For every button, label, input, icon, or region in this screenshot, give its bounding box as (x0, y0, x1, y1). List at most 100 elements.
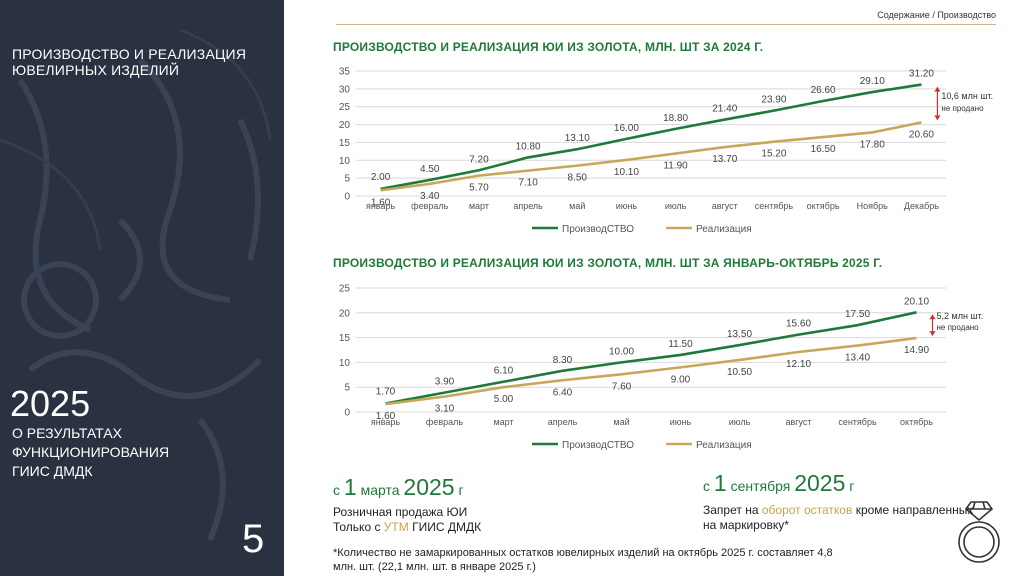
chart2-data-label: 6.10 (494, 366, 514, 377)
chart2-x-tick: июнь (670, 417, 692, 427)
chart1-x-tick: январь (366, 201, 396, 211)
chart1-y-tick: 10 (339, 156, 351, 167)
chart1-data-label: 7.10 (518, 178, 538, 189)
chart2-data-label: 13.40 (845, 353, 870, 364)
right-info-text: Запрет на оборот остатков кроме направле… (703, 503, 973, 533)
chart2-data-label: 7.60 (612, 381, 632, 392)
chart1-gap-arrow-head-top (934, 86, 941, 92)
chart2-title: ПРОИЗВОДСТВО И РЕАЛИЗАЦИЯ ЮИ ИЗ ЗОЛОТА, … (333, 256, 883, 270)
chart2-y-tick: 10 (339, 358, 351, 369)
chart1-data-label: 16.00 (614, 123, 639, 134)
footnote-line1: *Количество не замаркированных остатков … (333, 547, 833, 559)
oborot-highlight: оборот остатков (761, 503, 853, 517)
left-info-line2-post: ГИИС ДМДК (408, 520, 482, 534)
right-date-month: сентября (730, 478, 791, 494)
chart2-x-tick: январь (371, 417, 401, 427)
chart1-data-label: 23.90 (761, 95, 786, 106)
chart1-data-label: 18.80 (663, 113, 688, 124)
chart2-x-tick: июль (729, 417, 751, 427)
chart1-data-label: 26.60 (811, 85, 836, 96)
chart2-data-label: 1.70 (376, 387, 396, 398)
chart2-data-label: 14.90 (904, 345, 929, 356)
chart2-series-production-line (385, 311, 917, 405)
chart2-gap-arrow-head-top (929, 314, 936, 320)
chart1-title: ПРОИЗВОДСТВО И РЕАЛИЗАЦИЯ ЮИ ИЗ ЗОЛОТА, … (333, 40, 764, 54)
chart1-y-tick: 35 (339, 67, 351, 78)
left-date-suffix: г (458, 482, 464, 498)
chart1-x-tick: июль (665, 201, 687, 211)
footnote-line2: млн. шт. (22,1 млн. шт. в январе 2025 г.… (333, 561, 536, 573)
chart2-data-label: 1.60 (376, 411, 396, 422)
chart1-x-tick: Декабрь (904, 201, 939, 211)
chart1-data-label: 11.90 (663, 161, 688, 172)
chart2-x-tick: сентябрь (838, 417, 877, 427)
chart2-data-label: 8.30 (553, 355, 573, 366)
chart1-series-sales-line (380, 121, 922, 192)
left-date-heading: с 1 марта 2025 г (333, 474, 464, 501)
left-date-month: марта (360, 482, 400, 498)
chart2-series-sales-line (385, 336, 917, 406)
chart1-y-tick: 0 (344, 192, 350, 203)
sidebar-subtitle-line3: ГИИС ДМДК (12, 463, 93, 479)
sidebar-subtitle: О РЕЗУЛЬТАТАХ ФУНКЦИОНИРОВАНИЯ ГИИС ДМДК (12, 424, 169, 481)
chart2-data-label: 6.40 (553, 387, 573, 398)
chart2-y-tick: 5 (344, 383, 350, 394)
chart2-x-tick: февраль (426, 417, 463, 427)
left-date-number: 1 (343, 474, 357, 500)
chart2-data-label: 9.00 (671, 374, 691, 385)
chart1-data-label: 17.80 (860, 139, 885, 150)
chart1-x-tick: апрель (513, 201, 543, 211)
left-date-year: 2025 (403, 474, 455, 500)
chart1-data-label: 29.10 (860, 76, 885, 87)
chart2-data-label: 10.50 (727, 367, 752, 378)
breadcrumb[interactable]: Содержание / Производство (877, 10, 996, 20)
diamond-ring-icon (958, 501, 1000, 563)
chart1-x-tick: май (569, 201, 585, 211)
chart1-y-tick: 5 (344, 174, 350, 185)
chart1-x-tick: Ноябрь (857, 201, 889, 211)
chart1-y-tick: 15 (339, 138, 351, 149)
chart1-y-tick: 25 (339, 102, 351, 113)
chart2-data-label: 15.60 (786, 319, 811, 330)
left-date-prefix: с (333, 482, 340, 498)
chart1-x-tick: август (712, 201, 738, 211)
chart2-x-tick: март (493, 417, 513, 427)
chart1-data-label: 13.70 (712, 154, 737, 165)
chart1-x-tick: март (469, 201, 489, 211)
chart1-data-label: 1.60 (371, 197, 391, 208)
sidebar: ПРОИЗВОДСТВО И РЕАЛИЗАЦИЯ ЮВЕЛИРНЫХ ИЗДЕ… (0, 0, 284, 576)
right-date-heading: с 1 сентября 2025 г (703, 470, 854, 497)
chart1-data-label: 16.50 (811, 144, 836, 155)
sidebar-title-line2: ЮВЕЛИРНЫХ ИЗДЕЛИЙ (12, 62, 180, 78)
chart1-data-label: 31.20 (909, 69, 934, 80)
right-date-prefix: с (703, 478, 710, 494)
chart1-y-tick: 20 (339, 120, 351, 131)
chart1-gap-annotation-note: не продано (941, 104, 984, 113)
sidebar-title-line1: ПРОИЗВОДСТВО И РЕАЛИЗАЦИЯ (12, 46, 247, 62)
chart1-data-label: 8.50 (568, 173, 588, 184)
right-info-line1-post: кроме направленных (852, 503, 974, 517)
chart2-data-label: 3.90 (435, 377, 455, 388)
right-info-line2: на маркировку* (703, 518, 789, 532)
chart1-data-label: 3.40 (420, 191, 440, 202)
chart2-data-label: 5.00 (494, 394, 514, 405)
chart2-legend-item: Реализация (696, 440, 752, 451)
sidebar-year: 2025 (10, 383, 91, 424)
chart2-legend-item: ПроизводСТВО (562, 440, 634, 451)
chart2-gap-annotation-note: не продано (937, 323, 980, 332)
chart1-x-tick: октябрь (807, 201, 840, 211)
chart1-gap-arrow-head-bottom (934, 115, 941, 121)
chart1-x-tick: июнь (616, 201, 638, 211)
chart2-y-tick: 20 (339, 308, 351, 319)
right-date-number: 1 (713, 470, 727, 496)
chart2-data-label: 3.10 (435, 404, 455, 415)
chart2-y-tick: 25 (339, 284, 351, 295)
chart2-data-label: 10.00 (609, 346, 634, 357)
chart1-data-label: 10.80 (516, 141, 541, 152)
chart2-data-label: 20.10 (904, 296, 929, 307)
chart2-y-tick: 15 (339, 333, 351, 344)
chart1-x-tick: сентябрь (755, 201, 794, 211)
chart2-gap-arrow-head-bottom (929, 331, 936, 337)
right-info-line1-pre: Запрет на (703, 503, 762, 517)
